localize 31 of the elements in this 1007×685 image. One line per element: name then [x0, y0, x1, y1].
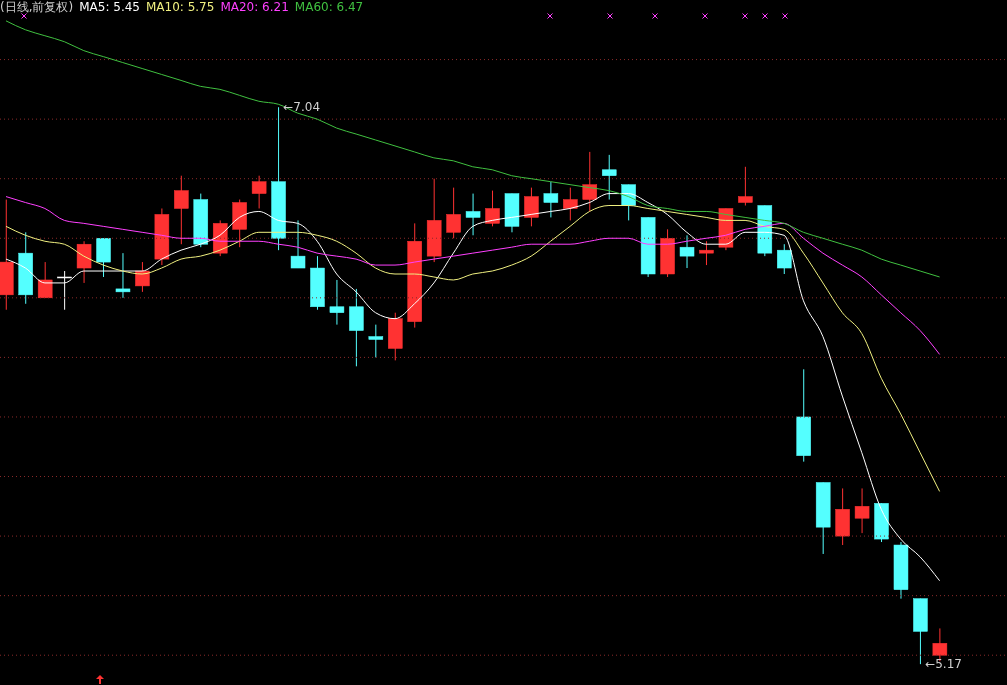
candlestick — [290, 219, 306, 269]
candlestick — [349, 288, 364, 367]
candlestick — [485, 190, 500, 227]
candlestick — [115, 252, 131, 299]
annotation: ←5.17 — [925, 657, 962, 672]
candlestick — [543, 181, 559, 218]
text: MA60: 6.47 — [294, 0, 364, 14]
annotation: ←7.04 — [283, 100, 321, 115]
text: MA20: 6.21 — [220, 0, 289, 14]
candlestick — [777, 243, 792, 275]
candlestick — [601, 154, 617, 201]
candlestick — [465, 193, 481, 236]
candlestick — [854, 487, 870, 534]
text: MA10: 5.75 — [145, 0, 215, 14]
candlestick — [563, 187, 578, 221]
candlestick — [57, 270, 72, 311]
candlestick — [96, 237, 111, 278]
candlestick — [174, 175, 189, 245]
candlestick — [446, 187, 461, 239]
candlestick — [368, 324, 384, 358]
text: MA5: 5.45 — [79, 0, 140, 14]
candlestick — [76, 240, 92, 284]
candlestick — [524, 187, 539, 227]
candlestick — [679, 234, 695, 269]
candlestick — [582, 151, 598, 212]
candlestick — [738, 166, 753, 206]
candlestick — [37, 261, 53, 299]
chart-title: (日线,前复权) — [0, 0, 74, 14]
candlestick — [329, 279, 345, 326]
candlestick — [251, 175, 267, 209]
candlestick — [699, 240, 714, 266]
